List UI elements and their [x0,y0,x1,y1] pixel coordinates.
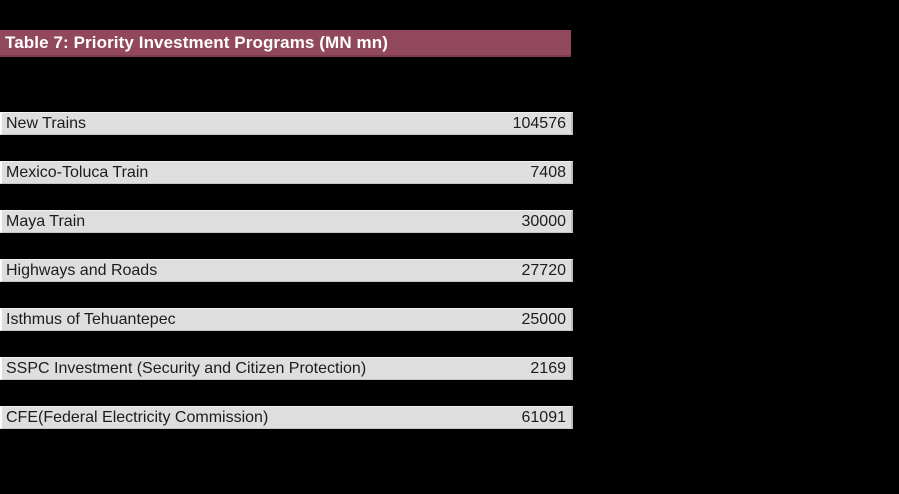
row-value: 61091 [521,408,567,426]
row-label: Isthmus of Tehuantepec [6,310,176,328]
table-title: Table 7: Priority Investment Programs (M… [5,32,388,52]
row-value: 25000 [521,310,567,328]
table-row: Maya Train 30000 [0,210,573,233]
table-row: SSPC Investment (Security and Citizen Pr… [0,357,573,380]
row-value: 27720 [521,261,567,279]
table-row: New Trains 104576 [0,112,573,135]
row-value: 104576 [512,114,566,132]
table-row: Mexico-Toluca Train 7408 [0,161,573,184]
row-value: 7408 [530,163,566,181]
row-label: SSPC Investment (Security and Citizen Pr… [6,359,367,377]
table-row: Highways and Roads 27720 [0,259,573,282]
row-label: New Trains [6,114,87,132]
row-label: Highways and Roads [6,261,158,279]
row-label: Mexico-Toluca Train [6,163,149,181]
row-value: 2169 [530,359,566,377]
table-row: Isthmus of Tehuantepec 25000 [0,308,573,331]
row-label: Maya Train [6,212,86,230]
table-title-bar: Table 7: Priority Investment Programs (M… [0,30,571,57]
table-row: CFE(Federal Electricity Commission) 61091 [0,406,573,429]
row-label: CFE(Federal Electricity Commission) [6,408,269,426]
row-value: 30000 [521,212,567,230]
